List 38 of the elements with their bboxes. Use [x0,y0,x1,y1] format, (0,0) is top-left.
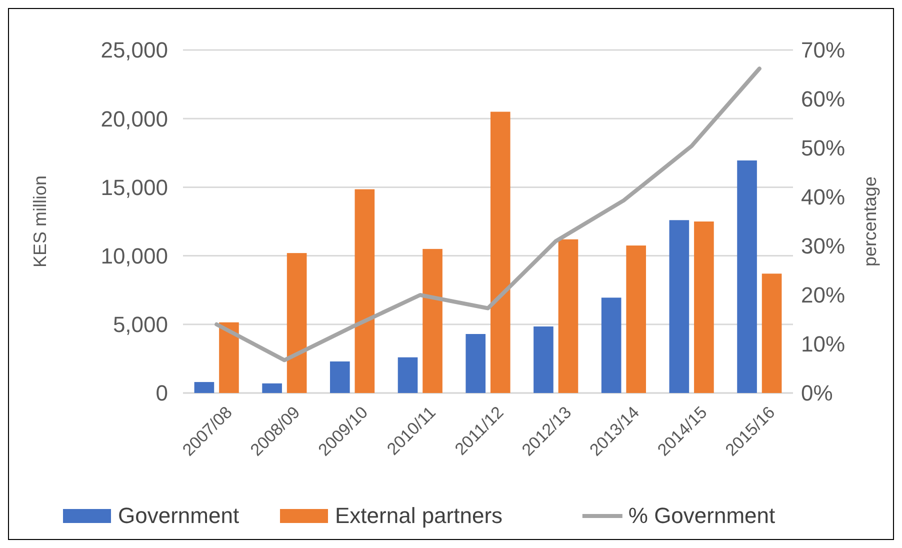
legend-label: Government [118,503,240,528]
bar [194,382,214,393]
y2-tick-label: 70% [801,38,846,63]
bar [762,274,782,393]
y2-tick-label: 50% [801,136,846,161]
y-tick-label: 15,000 [100,174,168,200]
bar [354,189,375,393]
bar [626,246,646,393]
bar [601,298,622,393]
y2-axis-title: percentage [860,176,880,267]
bar [330,361,350,393]
line-series [214,66,762,362]
legend-label: % Government [628,503,776,528]
bar [466,334,486,393]
y-tick-label: 20,000 [100,106,168,132]
bar [558,239,578,393]
bar [694,222,714,393]
y2-tick-label: 0% [801,380,833,406]
y2-tick-label: 30% [801,234,846,259]
bar [737,160,757,393]
bar [262,383,282,393]
y2-tick-label: 40% [801,184,846,210]
y-tick-label: 10,000 [100,244,168,268]
bar [398,357,418,393]
y2-tick-label: 10% [801,332,846,357]
y-tick-label: 0 [156,380,168,406]
bar [534,326,554,393]
bar [219,322,239,393]
legend-label: External partners [335,503,503,528]
y-tick-label: 5,000 [112,312,168,338]
bar [422,248,442,393]
bar [286,253,307,393]
y-axis-title: KES million [30,175,50,268]
y2-tick-label: 60% [801,86,846,112]
y2-tick-label: 20% [801,282,846,308]
bar [669,220,690,393]
bar [490,112,510,393]
y-tick-label: 25,000 [100,38,168,63]
